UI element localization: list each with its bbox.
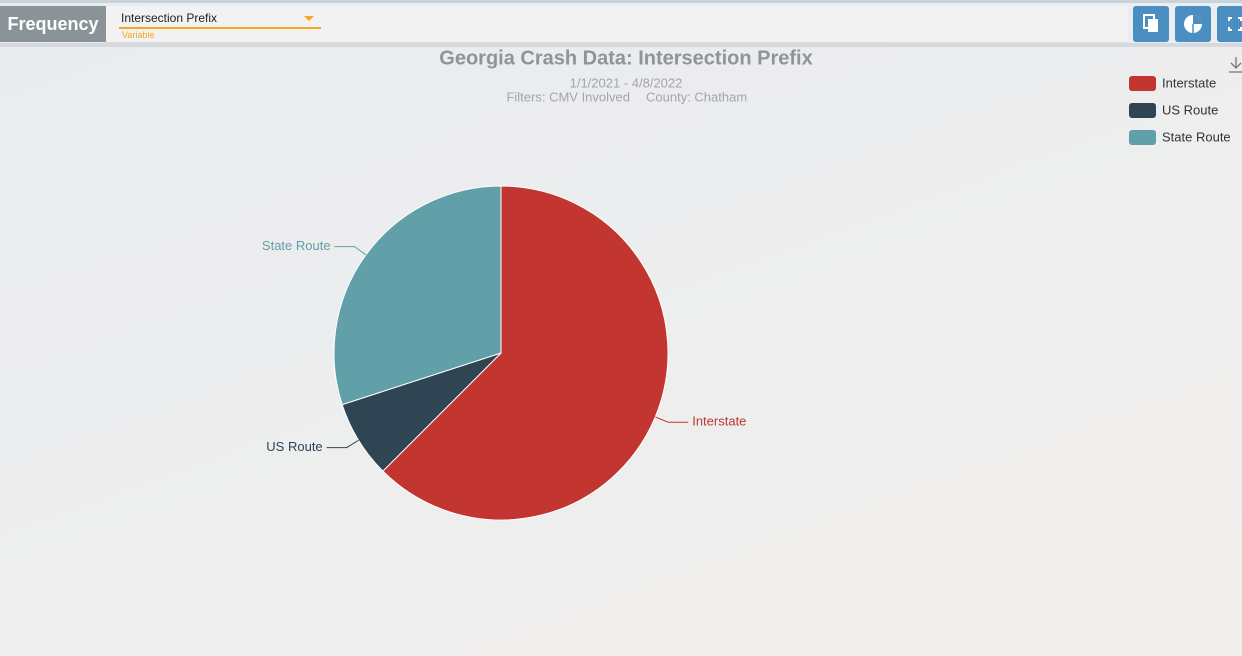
copy-icon — [1143, 14, 1158, 32]
slice-label: US Route — [266, 439, 322, 454]
chart-subtitle: 1/1/2021 - 4/8/2022 — [570, 75, 683, 90]
legend-swatch — [1129, 76, 1156, 91]
chart-subtitle: Filters: CMV Involved — [506, 89, 630, 104]
legend-label: US Route — [1162, 102, 1218, 117]
legend-swatch — [1129, 103, 1156, 118]
leader-line — [326, 439, 359, 449]
chart-subtitle: County: Chatham — [646, 89, 747, 104]
slice-label: State Route — [262, 238, 331, 253]
dropdown-arrow[interactable] — [304, 16, 314, 21]
top-border — [0, 0, 1242, 3]
chart: Georgia Crash Data: Intersection Prefix … — [262, 48, 1242, 521]
pie-slice — [382, 185, 669, 521]
chart-type-button[interactable] — [1175, 6, 1211, 42]
chart-title: Georgia Crash Data: Intersection Prefix — [439, 48, 812, 69]
download-icon[interactable] — [1229, 57, 1242, 73]
fullscreen-icon — [1228, 17, 1242, 31]
select-underline — [119, 27, 321, 29]
legend-label: Interstate — [1162, 75, 1216, 90]
toolbar-shadow — [0, 43, 1242, 47]
mode-label[interactable]: Frequency — [0, 6, 106, 42]
pie-slice — [333, 185, 502, 406]
copy-button[interactable] — [1133, 6, 1169, 42]
fullscreen-button[interactable] — [1217, 6, 1242, 42]
select-value[interactable]: Intersection Prefix — [121, 11, 218, 25]
legend-label: State Route — [1162, 129, 1231, 144]
select-hint: Variable — [122, 30, 155, 40]
leader-line — [334, 246, 367, 256]
slice-label: Interstate — [692, 414, 746, 429]
variable-select[interactable]: Intersection Prefix Variable — [106, 6, 1128, 43]
leader-line — [655, 416, 689, 423]
pie-icon — [1184, 15, 1202, 33]
legend-swatch — [1129, 130, 1156, 145]
